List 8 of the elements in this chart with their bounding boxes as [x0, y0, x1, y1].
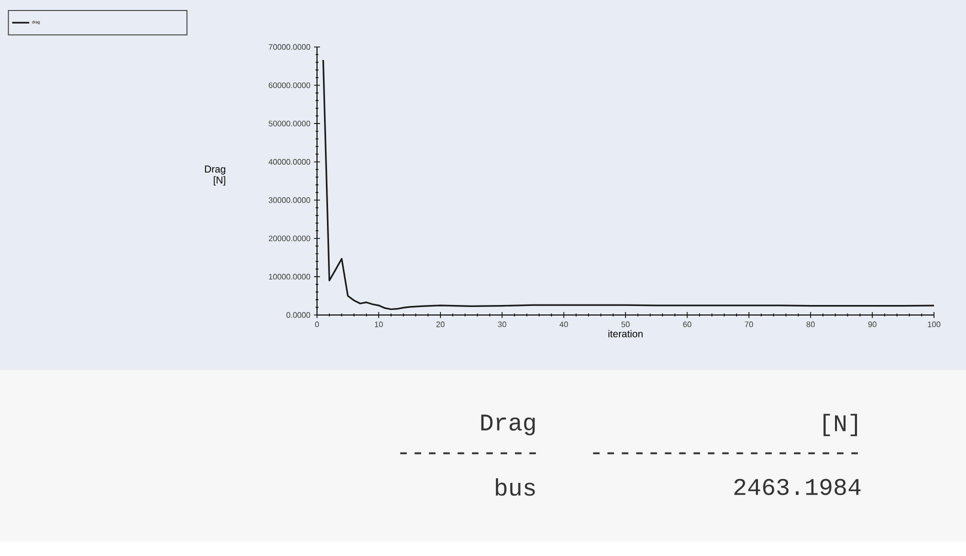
x-axis-title: iteration [608, 330, 643, 338]
text: ---------- [400, 452, 536, 454]
text: Drag [481, 414, 535, 436]
text: [N] [824, 414, 857, 436]
text: bus [496, 478, 535, 496]
text: 2463.1984 [734, 478, 861, 496]
text: ------------------- [593, 452, 858, 454]
y-axis-title: Drag [N] [205, 166, 226, 186]
